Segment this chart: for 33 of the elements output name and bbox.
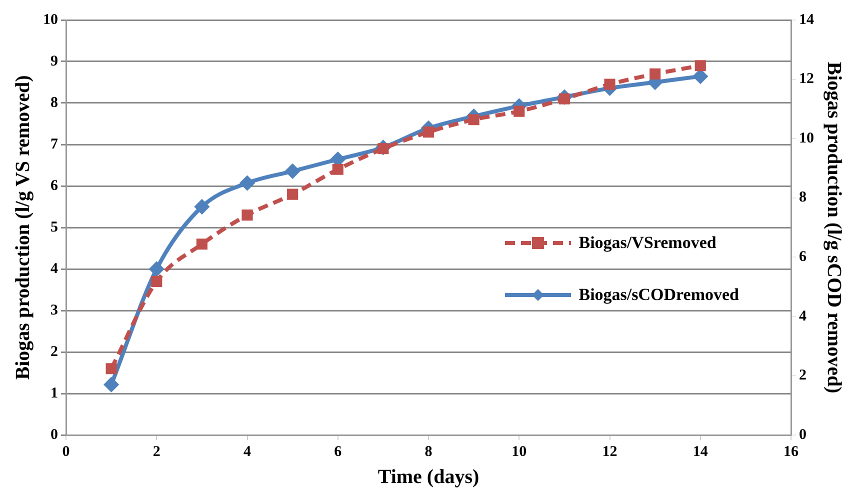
x-tick-label: 8 [424, 444, 432, 460]
y-tick-label: 1 [50, 385, 58, 402]
y-tick-label: 5 [50, 219, 58, 236]
y2-tick-label: 8 [799, 190, 806, 206]
y2-tick-label: 14 [799, 12, 814, 28]
legend-label: Biogas/VSremoved [578, 233, 716, 253]
y-tick-label: 2 [50, 344, 58, 360]
y-tick-label: 10 [43, 12, 58, 28]
y2-tick-label: 0 [799, 426, 806, 443]
x-tick-label: 12 [602, 444, 618, 460]
y2-tick-label: 2 [799, 368, 806, 384]
y2-tick-label: 6 [799, 249, 807, 266]
x-tick-label: 0 [62, 444, 70, 460]
x-tick-label: 4 [244, 444, 252, 460]
y-tick-label: 8 [50, 94, 58, 111]
x-axis-title: Time (days) [378, 466, 480, 488]
x-tick-label: 10 [512, 444, 527, 460]
legend-label: Biogas/sCODremoved [578, 285, 739, 305]
y-tick-label: 9 [50, 53, 58, 70]
x-tick-label: 16 [784, 444, 799, 460]
x-tick-label: 6 [334, 444, 342, 460]
y-tick-label: 6 [50, 178, 58, 194]
y-tick-label: 4 [50, 260, 58, 277]
y2-tick-label: 12 [799, 71, 814, 88]
y-tick-label: 7 [50, 136, 58, 152]
y-tick-label: 0 [50, 426, 58, 443]
y2-tick-label: 4 [799, 308, 807, 324]
y2-axis-title: Biogas production (l/g sCOD removed) [822, 62, 845, 394]
y2-tick-label: 10 [799, 130, 814, 146]
x-tick-label: 14 [692, 444, 708, 460]
x-tick-label: 2 [152, 444, 160, 460]
y-axis-title: Biogas production (l/g VS removed) [12, 75, 34, 380]
y-tick-label: 3 [50, 302, 58, 318]
